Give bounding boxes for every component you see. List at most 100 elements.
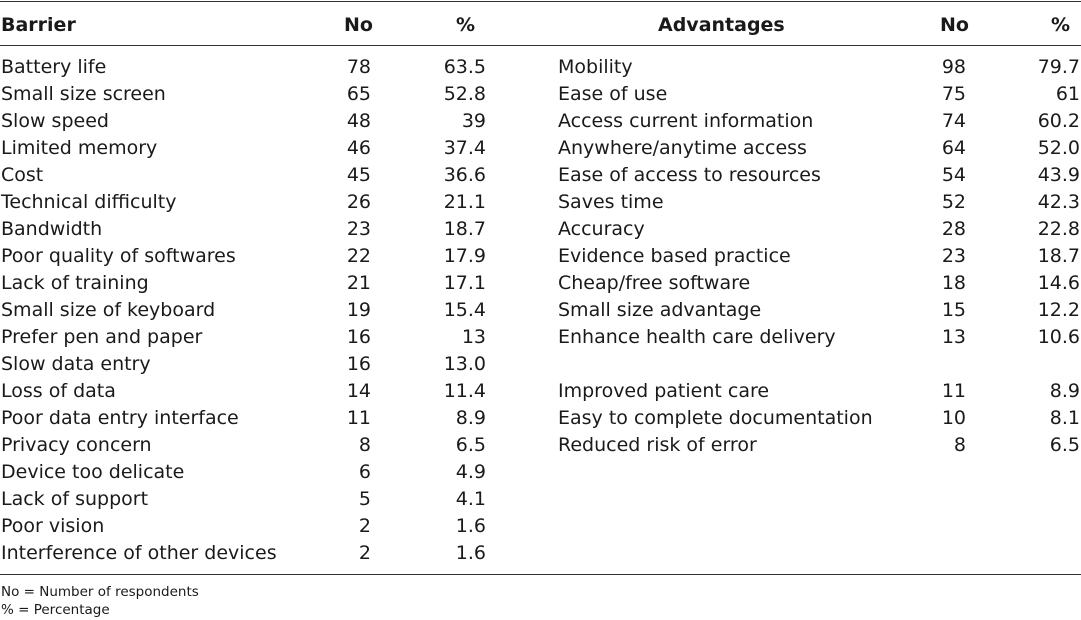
row-count: 2 xyxy=(358,542,371,564)
row-percentage: 12.2 xyxy=(1037,299,1080,321)
row-count: 16 xyxy=(346,353,371,375)
row-percentage: 37.4 xyxy=(443,137,486,159)
row-percentage: 6.5 xyxy=(1049,434,1080,456)
row-label: Easy to complete documentation xyxy=(558,407,873,429)
row-label: Enhance health care delivery xyxy=(558,326,836,348)
row-count: 64 xyxy=(941,137,966,159)
table-bottom-rule xyxy=(0,574,1081,575)
row-label: Loss of data xyxy=(1,380,116,402)
row-percentage: 8.1 xyxy=(1049,407,1080,429)
row-count: 11 xyxy=(941,380,966,402)
row-percentage: 4.9 xyxy=(455,461,486,483)
row-label: Poor vision xyxy=(1,515,105,537)
row-label: Ease of access to resources xyxy=(558,164,821,186)
row-label: Slow speed xyxy=(1,110,109,132)
row-label: Ease of use xyxy=(558,83,668,105)
row-count: 46 xyxy=(346,137,371,159)
row-label: Bandwidth xyxy=(1,218,103,240)
row-count: 54 xyxy=(941,164,966,186)
row-label: Mobility xyxy=(558,56,633,78)
row-percentage: 61 xyxy=(1055,83,1080,105)
header-advantages: Advantages xyxy=(658,14,785,36)
row-label: Prefer pen and paper xyxy=(1,326,203,348)
row-count: 48 xyxy=(346,110,371,132)
row-label: Improved patient care xyxy=(558,380,770,402)
header-barrier: Barrier xyxy=(1,14,76,36)
footnote-no: No = Number of respondents xyxy=(1,584,199,600)
table-header-rule xyxy=(0,45,1081,46)
header-advantages-no: No xyxy=(940,14,969,36)
row-count: 18 xyxy=(941,272,966,294)
row-label: Reduced risk of error xyxy=(558,434,757,456)
row-label: Limited memory xyxy=(1,137,158,159)
row-count: 2 xyxy=(358,515,371,537)
header-advantages-pct: % xyxy=(1051,14,1071,36)
row-percentage: 36.6 xyxy=(443,164,486,186)
row-label: Small size advantage xyxy=(558,299,762,321)
row-percentage: 11.4 xyxy=(443,380,486,402)
row-count: 21 xyxy=(346,272,371,294)
row-count: 13 xyxy=(941,326,966,348)
row-percentage: 39 xyxy=(461,110,486,132)
row-count: 78 xyxy=(346,56,371,78)
row-label: Poor quality of softwares xyxy=(1,245,236,267)
row-count: 26 xyxy=(346,191,371,213)
row-percentage: 1.6 xyxy=(455,542,486,564)
row-count: 23 xyxy=(941,245,966,267)
row-percentage: 22.8 xyxy=(1037,218,1080,240)
row-count: 8 xyxy=(358,434,371,456)
row-label: Saves time xyxy=(558,191,664,213)
row-percentage: 52.8 xyxy=(443,83,486,105)
row-count: 16 xyxy=(346,326,371,348)
row-label: Small size of keyboard xyxy=(1,299,216,321)
row-count: 5 xyxy=(358,488,371,510)
row-label: Small size screen xyxy=(1,83,166,105)
row-label: Technical difficulty xyxy=(1,191,177,213)
row-label: Cost xyxy=(1,164,44,186)
header-barrier-no: No xyxy=(344,14,373,36)
row-label: Poor data entry interface xyxy=(1,407,239,429)
row-percentage: 18.7 xyxy=(443,218,486,240)
row-label: Privacy concern xyxy=(1,434,152,456)
row-label: Evidence based practice xyxy=(558,245,791,267)
row-label: Lack of support xyxy=(1,488,149,510)
row-count: 98 xyxy=(941,56,966,78)
row-count: 22 xyxy=(346,245,371,267)
row-count: 6 xyxy=(358,461,371,483)
row-percentage: 18.7 xyxy=(1037,245,1080,267)
row-label: Lack of training xyxy=(1,272,149,294)
row-percentage: 42.3 xyxy=(1037,191,1080,213)
row-label: Interference of other devices xyxy=(1,542,277,564)
row-percentage: 60.2 xyxy=(1037,110,1080,132)
row-percentage: 6.5 xyxy=(455,434,486,456)
row-count: 52 xyxy=(941,191,966,213)
row-count: 19 xyxy=(346,299,371,321)
row-label: Slow data entry xyxy=(1,353,151,375)
row-label: Anywhere/anytime access xyxy=(558,137,807,159)
row-percentage: 15.4 xyxy=(443,299,486,321)
row-percentage: 63.5 xyxy=(443,56,486,78)
row-count: 28 xyxy=(941,218,966,240)
row-count: 14 xyxy=(346,380,371,402)
row-percentage: 13 xyxy=(461,326,486,348)
row-percentage: 10.6 xyxy=(1037,326,1080,348)
row-percentage: 43.9 xyxy=(1037,164,1080,186)
row-percentage: 17.1 xyxy=(443,272,486,294)
row-percentage: 1.6 xyxy=(455,515,486,537)
row-percentage: 21.1 xyxy=(443,191,486,213)
row-percentage: 17.9 xyxy=(443,245,486,267)
row-count: 74 xyxy=(941,110,966,132)
row-label: Access current information xyxy=(558,110,814,132)
row-count: 8 xyxy=(953,434,966,456)
row-count: 45 xyxy=(346,164,371,186)
row-label: Cheap/free software xyxy=(558,272,751,294)
header-barrier-pct: % xyxy=(456,14,476,36)
row-label: Battery life xyxy=(1,56,107,78)
row-percentage: 13.0 xyxy=(443,353,486,375)
row-count: 10 xyxy=(941,407,966,429)
row-percentage: 14.6 xyxy=(1037,272,1080,294)
row-percentage: 4.1 xyxy=(455,488,486,510)
row-percentage: 79.7 xyxy=(1037,56,1080,78)
row-percentage: 8.9 xyxy=(455,407,486,429)
row-percentage: 8.9 xyxy=(1049,380,1080,402)
